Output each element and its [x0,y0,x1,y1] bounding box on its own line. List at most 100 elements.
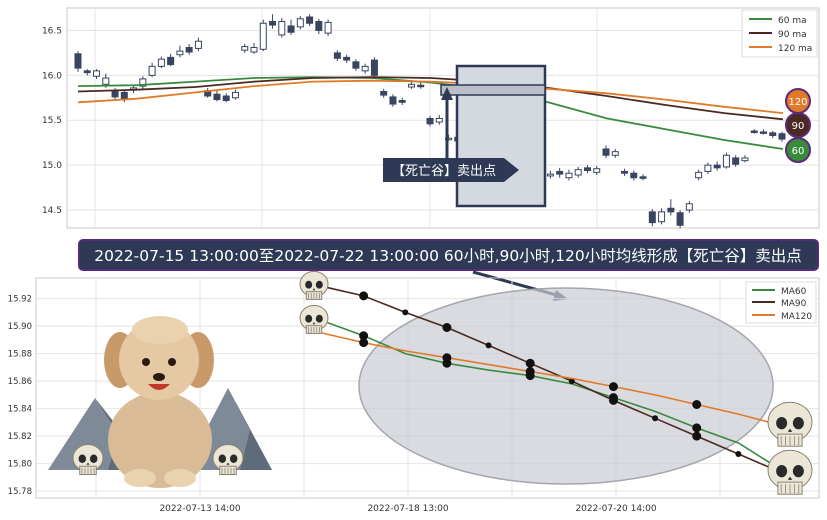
callout-label: 【死亡谷】卖出点 [392,164,496,179]
bottom-point-MA90 [485,342,492,349]
skull-icon [299,304,329,334]
bottom-point-MA120 [442,353,452,363]
skull-icon [767,449,813,495]
candle-body [593,168,601,173]
candle-body [639,176,647,179]
bottom-line-MA120 [321,332,781,426]
candle-body [658,211,666,223]
bottom-point-MA90 [442,323,452,332]
mountain-right-shade [228,388,272,470]
candle-body [287,25,295,33]
callout-arrow-shape [383,158,519,182]
candle-body [361,65,369,72]
candle-body [157,58,165,67]
bottom-point-MA120 [692,400,702,409]
candle-body [695,171,703,179]
top-ytick-label: 15.0 [42,161,62,171]
candle-body [213,93,221,101]
skull-icon [767,401,813,447]
legend-60ma-label: 60 ma [778,16,807,26]
candle-body [222,95,230,101]
candle-body [648,211,656,224]
candle-body [343,56,351,61]
bottom-line-MA90 [321,285,781,473]
candle-body [352,61,360,69]
legend-MA120-label: MA120 [781,312,812,322]
candle-body [259,22,267,50]
bottom-plot-frame [35,277,820,499]
candle-body [74,53,82,69]
candle-body [685,203,693,211]
poodle-nose [153,373,165,381]
legend-MA60-label: MA60 [781,287,807,297]
bottom-ytick-label: 15.92 [8,295,32,305]
candle-body [769,132,777,137]
banner-background [78,239,819,271]
candle-body [732,157,740,165]
candle-body [722,154,730,168]
bottom-point-MA90 [402,309,409,316]
top-ytick-label: 14.5 [42,206,62,216]
skull-icon [299,270,329,300]
bottom-point-MA90 [652,415,659,422]
top-ytick-label: 16.0 [42,71,62,81]
candle-body [704,164,712,172]
candle-body [250,47,258,53]
bottom-point-MA120 [525,367,535,376]
top-candlestick-chart: 14.5 15.0 15.5 16.0 16.5 【死亡谷】卖出点 60 ma 90 m… [42,7,820,229]
bottom-ytick-label: 15.82 [8,432,32,442]
banner: 2022-07-15 13:00:00至2022-07-22 13:00:00 … [78,239,819,271]
bottom-ytick-label: 15.84 [8,405,32,415]
bottom-ytick-label: 15.86 [8,377,32,387]
candle-body [546,173,554,177]
bottom-ytick-label: 15.88 [8,350,32,360]
bottom-xtick-label: 2022-07-13 14:00 [159,504,240,514]
candle-body [296,18,304,28]
candle-body [148,65,156,76]
candle-body [621,170,629,174]
bottom-point-MA120 [608,382,618,392]
badge-90-label: 90 [792,121,805,132]
poodle-eye-right [168,358,176,366]
candle-body [139,78,147,87]
candle-body [370,59,378,76]
candle-body [778,133,786,140]
legend-120ma-label: 120 ma [778,44,812,54]
candle-body [83,70,91,74]
candle-body [167,56,175,66]
banner-text: 2022-07-15 13:00:00至2022-07-22 13:00:00 … [94,247,802,265]
poodle-body [108,392,212,488]
candle-body [306,16,314,24]
poodle-paw-left [124,469,156,487]
candle-body [741,157,749,162]
candle-body [759,131,767,134]
candle-body [120,91,128,100]
candle-body [333,52,341,59]
candle-body [111,91,119,98]
bottom-xtick-label: 2022-07-18 13:00 [367,504,448,514]
poodle-topknot [132,316,188,344]
death-valley-ellipse [358,287,774,485]
candle-body [435,117,443,123]
candle-body [93,70,101,77]
candle-body [278,20,286,36]
candle-body [750,130,758,134]
candle-body [398,99,406,103]
poodle-mouth [148,384,170,390]
bottom-xtick-label: 2022-07-20 14:00 [575,504,656,514]
candle-body [407,83,415,88]
bottom-point-MA90 [359,291,369,301]
candle-body [426,117,434,125]
top-ma-line-120-ma [77,79,784,114]
top-ytick-label: 15.5 [42,116,62,126]
candle-body [380,91,388,96]
top-ytick-label: 16.5 [42,26,62,36]
candle-body [324,21,332,34]
bottom-line-MA60 [321,319,781,470]
poodle-illustration [104,316,214,488]
skull-icon [212,444,244,475]
bottom-point-MA90 [692,431,702,441]
bottom-point-MA120 [359,338,369,348]
crossover-marker-box [440,84,546,96]
